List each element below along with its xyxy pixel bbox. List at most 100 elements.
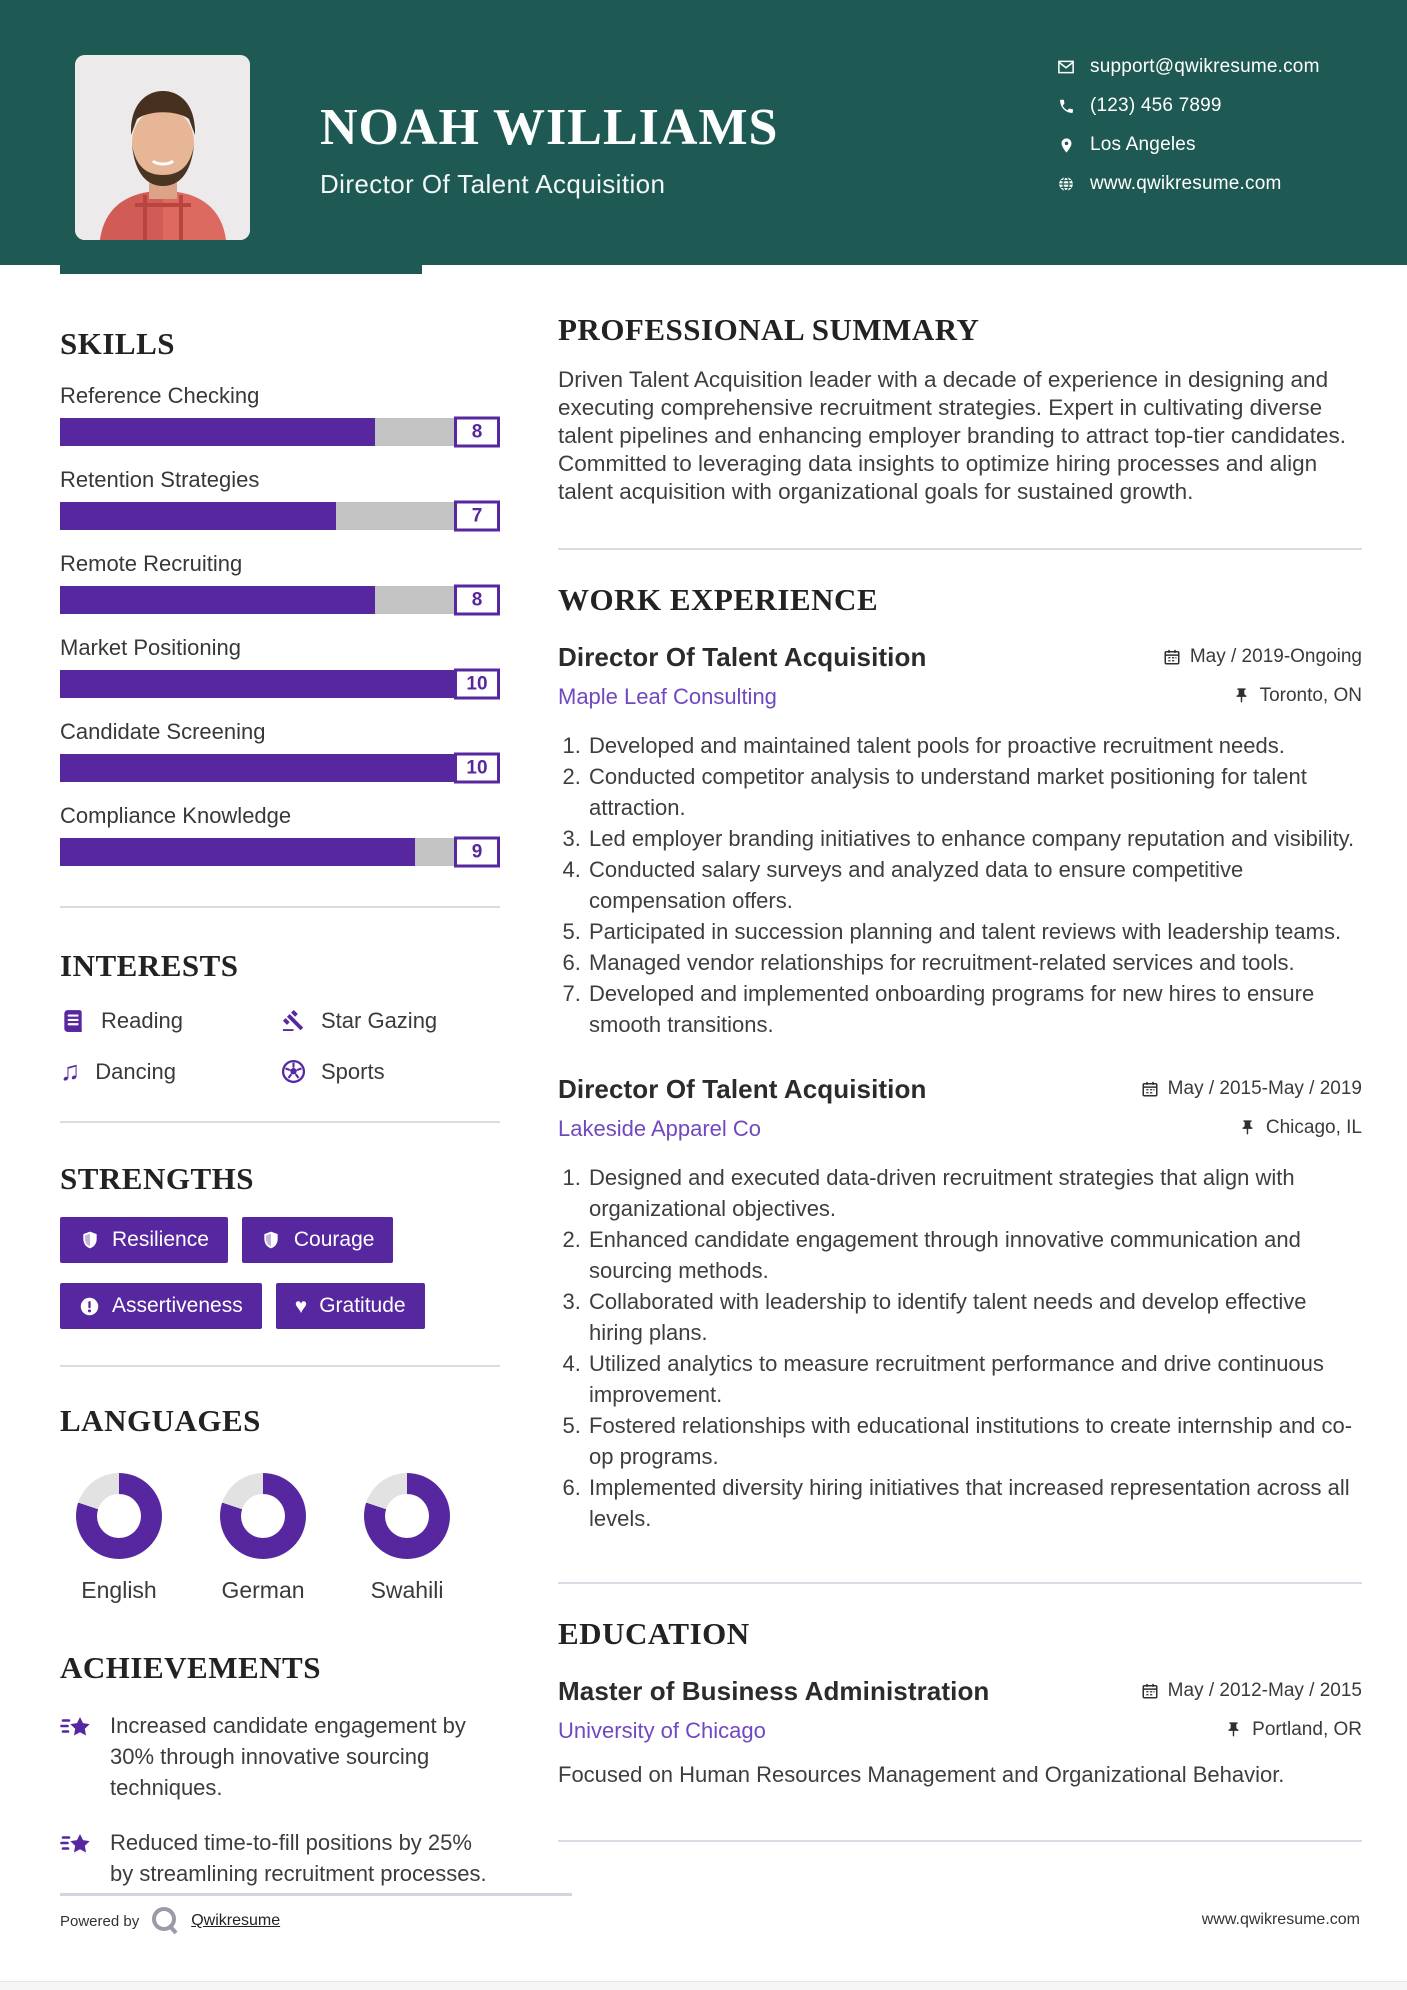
strength-label: Gratitude [319,1294,406,1317]
languages-row: English German Swahili [60,1473,500,1604]
education-date: May / 2012-May / 2015 [1141,1680,1362,1702]
job-bullet: Collaborated with leadership to identify… [587,1286,1362,1348]
summary-text: Driven Talent Acquisition leader with a … [558,367,1347,504]
globe-icon [1057,175,1075,193]
job-bullet: Designed and executed data-driven recrui… [587,1162,1362,1224]
pushpin-icon [1225,1721,1243,1739]
divider [60,1365,500,1367]
strength-label: Assertiveness [112,1294,243,1317]
qwikresume-brand-link[interactable]: Qwikresume [191,1912,281,1929]
language-donut-chart [220,1473,306,1559]
skill-bar-fill [60,754,454,782]
skills-section-title: SKILLS [60,326,176,361]
education-school-link[interactable]: University of Chicago [558,1718,766,1743]
footer-divider [60,1893,572,1896]
job-bullet: Developed and implemented onboarding pro… [587,978,1362,1040]
skill-item: Market Positioning 10 [60,635,500,700]
interest-item: Star Gazing [280,1008,500,1034]
job-bullet: Managed vendor relationships for recruit… [587,947,1362,978]
job-date: May / 2019-Ongoing [1163,646,1362,668]
strength-badge: Courage [241,1217,394,1263]
job-date-text: May / 2019-Ongoing [1189,646,1362,667]
strengths-section-title: STRENGTHS [60,1161,255,1196]
shield-icon [79,1230,100,1251]
skill-bar-fill [60,418,376,446]
header-accent-strip [60,265,422,274]
language-item: Swahili [364,1473,450,1604]
skill-value-box: 8 [454,584,500,616]
skill-label: Compliance Knowledge [60,803,292,828]
strength-badge: Assertiveness [60,1283,262,1329]
job-date: May / 2015-May / 2019 [1141,1078,1362,1100]
contact-website[interactable]: www.qwikresume.com [1057,173,1320,195]
exclamation-circle-icon [79,1296,100,1317]
skill-label: Candidate Screening [60,719,266,744]
work-section-title: WORK EXPERIENCE [558,582,879,617]
music-note-icon: ♫ [60,1056,81,1086]
job-company-link[interactable]: Lakeside Apparel Co [558,1116,762,1141]
skill-bar: 7 [60,500,500,532]
pushpin-icon [1233,687,1251,705]
candidate-name: NOAH WILLIAMS [320,99,779,156]
qwikresume-logo-icon [149,1905,181,1937]
interest-item: Reading [60,1008,280,1034]
job-entry: Director Of Talent Acquisition May / 201… [558,1074,1362,1534]
skill-value-box: 7 [454,500,500,532]
skill-bar-fill [60,670,454,698]
strength-badge: ♥ Gratitude [275,1283,425,1329]
skill-value-box: 10 [454,752,500,784]
job-role: Director Of Talent Acquisition [558,642,927,672]
skill-label: Reference Checking [60,383,260,408]
skill-bar: 10 [60,752,500,784]
skill-label: Market Positioning [60,635,241,660]
contact-location: Los Angeles [1057,134,1320,156]
skill-bar-fill [60,838,415,866]
skill-value-box: 8 [454,416,500,448]
interest-label: Dancing [95,1058,176,1084]
language-label: Swahili [370,1577,444,1603]
book-icon [60,1008,86,1034]
divider [558,1582,1362,1584]
footer-branding: Powered by Qwikresume [60,1905,280,1937]
skill-bar-fill [60,586,376,614]
divider [558,548,1362,550]
job-role: Director Of Talent Acquisition [558,1074,927,1104]
interests-grid: Reading Star Gazing ♫ Dancing Sports [60,1008,500,1085]
shield-icon [261,1230,282,1251]
education-date-text: May / 2012-May / 2015 [1167,1680,1362,1701]
language-item: English [76,1473,162,1604]
education-section-title: EDUCATION [558,1616,750,1651]
job-location-text: Chicago, IL [1265,1116,1362,1138]
powered-by-label: Powered by [60,1912,140,1930]
contact-email[interactable]: support@qwikresume.com [1057,56,1320,78]
profile-photo-image [75,55,250,240]
skill-bar: 8 [60,416,500,448]
bottom-edge-strip [0,1981,1407,1990]
language-donut-chart [364,1473,450,1559]
job-bullet-list: Designed and executed data-driven recrui… [558,1162,1362,1534]
summary-section-title: PROFESSIONAL SUMMARY [558,312,980,347]
calendar-icon [1163,648,1181,666]
left-column: SKILLS Reference Checking 8 Retention St… [60,300,500,1889]
achievement-text: Reduced time-to-fill positions by 25% by… [110,1830,487,1886]
achievement-text: Increased candidate engagement by 30% th… [110,1713,466,1800]
phone-icon [1057,97,1075,115]
name-block: NOAH WILLIAMS Director Of Talent Acquisi… [320,98,778,200]
skill-item: Candidate Screening 10 [60,719,500,784]
job-bullet-list: Developed and maintained talent pools fo… [558,730,1362,1040]
skill-label: Retention Strategies [60,467,260,492]
job-bullet: Participated in succession planning and … [587,916,1362,947]
skill-item: Remote Recruiting 8 [60,551,500,616]
job-bullet: Utilized analytics to measure recruitmen… [587,1348,1362,1410]
job-bullet: Developed and maintained talent pools fo… [587,730,1362,761]
soccer-ball-icon [280,1059,306,1085]
languages-section-title: LANGUAGES [60,1403,261,1438]
job-company-link[interactable]: Maple Leaf Consulting [558,684,777,709]
strength-label: Resilience [112,1228,209,1251]
strength-label: Courage [293,1228,375,1251]
skill-label: Remote Recruiting [60,551,243,576]
job-date-text: May / 2015-May / 2019 [1167,1078,1362,1099]
job-bullet: Conducted salary surveys and analyzed da… [587,854,1362,916]
education-location-text: Portland, OR [1252,1718,1362,1740]
contact-location-text: Los Angeles [1090,134,1196,155]
